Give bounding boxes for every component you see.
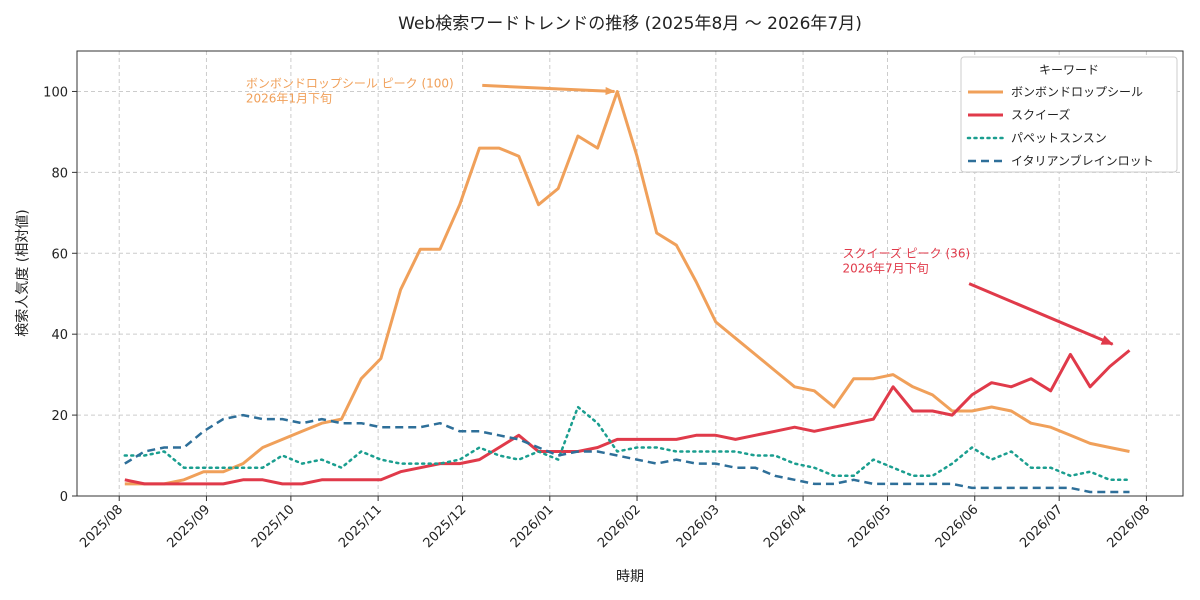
- x-tick-label: 2026/03: [674, 502, 723, 551]
- y-tick-label: 60: [51, 247, 68, 262]
- annotation-date-2: 2026年7月下旬: [842, 261, 928, 275]
- series-line-2: [124, 349, 1131, 486]
- x-axis-label: 時期: [616, 569, 644, 585]
- annotation-arrow-1: [482, 83, 616, 96]
- legend-label-1: ボンボンドロップシール: [1011, 85, 1143, 99]
- y-tick-label: 100: [43, 85, 68, 100]
- plot-frame: [76, 50, 1184, 497]
- x-tick-label: 2026/07: [1017, 502, 1066, 551]
- legend-label-4: イタリアンブレインロット: [1011, 153, 1154, 168]
- y-tick-label: 80: [51, 166, 68, 181]
- annotation-text-2: スクイーズ ピーク (36): [842, 245, 970, 260]
- y-axis-label: 検索人気度 (相対値): [14, 209, 31, 336]
- series-line-1: [124, 90, 1130, 486]
- y-tick-label: 20: [51, 409, 68, 424]
- legend: キーワード ボンボンドロップシールスクイーズパペットスンスンイタリアンブレインロ…: [960, 56, 1178, 173]
- series-lines: [123, 90, 1131, 494]
- series-line-4: [124, 413, 1130, 494]
- annotation-date-1: 2026年1月下旬: [246, 91, 332, 105]
- x-tick-label: 2026/05: [846, 502, 895, 551]
- x-tick-label: 2025/10: [249, 502, 298, 551]
- x-tick-label: 2026/02: [595, 502, 644, 551]
- x-axis-ticks: 2025/08 2025/09 2025/10 2025/11 2025/12 2026/…: [77, 496, 1153, 551]
- legend-box: [960, 56, 1178, 173]
- x-tick-label: 2026/08: [1104, 502, 1153, 551]
- legend-title: キーワード: [1039, 63, 1099, 77]
- x-tick-label: 2026/06: [933, 502, 982, 551]
- x-tick-label: 2025/12: [421, 502, 470, 551]
- x-tick-label: 2025/09: [164, 502, 213, 551]
- legend-label-3: パペットスンスン: [1011, 131, 1107, 145]
- series-line-3: [123, 405, 1131, 482]
- annotation-text-1: ボンボンドロップシール ピーク (100): [246, 76, 454, 90]
- x-tick-label: 2025/08: [77, 502, 126, 551]
- legend-label-2: スクイーズ: [1011, 107, 1070, 122]
- x-tick-label: 2026/04: [761, 502, 810, 551]
- y-tick-label: 0: [60, 490, 68, 505]
- x-tick-label: 2026/01: [508, 502, 557, 551]
- chart-title: Web検索ワードトレンドの推移 (2025年8月 〜 2026年7月): [398, 14, 862, 34]
- y-axis-ticks: 0 20 40 60 80 100: [43, 85, 77, 505]
- y-tick-label: 40: [51, 328, 68, 343]
- x-tick-label: 2025/11: [336, 502, 385, 551]
- annotation-arrow-2: [968, 282, 1114, 346]
